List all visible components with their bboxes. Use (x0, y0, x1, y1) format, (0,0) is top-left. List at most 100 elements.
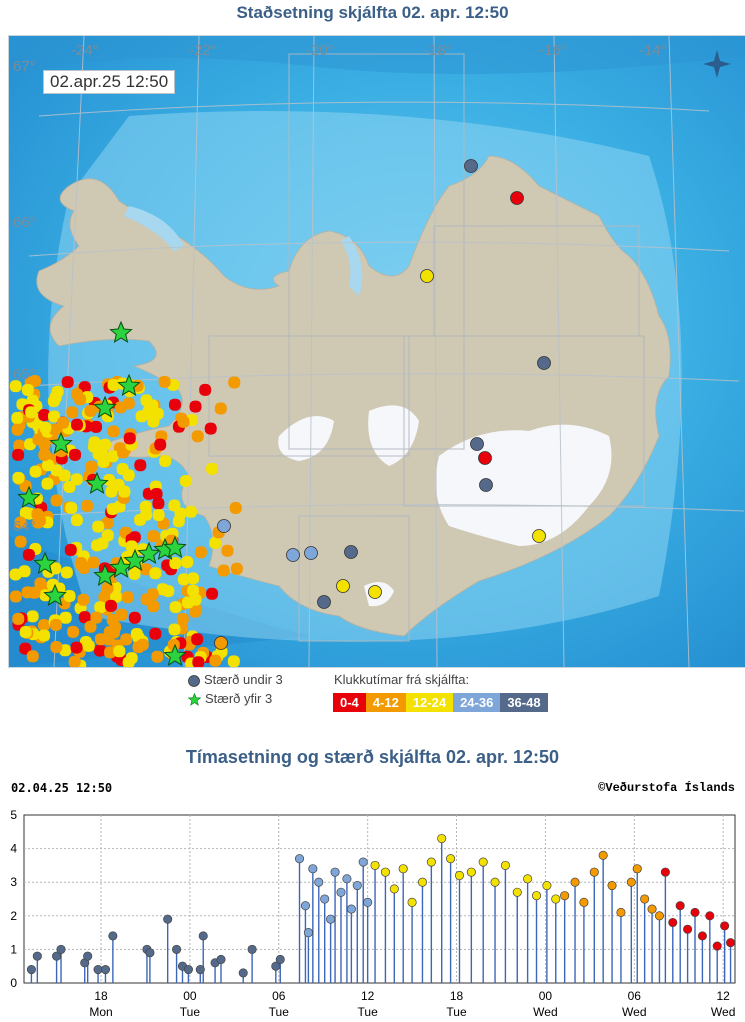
earthquake-marker[interactable] (104, 646, 117, 659)
earthquake-marker[interactable] (107, 425, 120, 438)
earthquake-marker[interactable] (187, 572, 200, 585)
earthquake-marker[interactable] (368, 585, 382, 599)
earthquake-marker[interactable] (154, 438, 167, 451)
earthquake-marker[interactable] (106, 503, 119, 516)
earthquake-marker[interactable] (92, 448, 105, 461)
earthquake-marker[interactable] (120, 633, 133, 646)
earthquake-marker[interactable] (107, 378, 120, 391)
earthquake-marker[interactable] (146, 399, 159, 412)
earthquake-marker[interactable] (125, 540, 138, 553)
earthquake-marker[interactable] (229, 502, 242, 515)
earthquake-marker[interactable] (38, 409, 51, 422)
earthquake-marker[interactable] (336, 579, 350, 593)
earthquake-marker[interactable] (29, 465, 42, 478)
earthquake-marker[interactable] (59, 611, 72, 624)
earthquake-marker[interactable] (82, 639, 95, 652)
earthquake-marker[interactable] (192, 656, 205, 667)
earthquake-star[interactable] (163, 535, 187, 558)
earthquake-marker[interactable] (134, 459, 147, 472)
earthquake-marker[interactable] (11, 423, 24, 436)
earthquake-star[interactable] (123, 548, 147, 571)
earthquake-marker[interactable] (537, 356, 551, 370)
earthquake-marker[interactable] (28, 586, 41, 599)
earthquake-marker[interactable] (217, 519, 231, 533)
earthquake-marker[interactable] (123, 432, 136, 445)
earthquake-map[interactable]: 67° 66° 65° 64° -24° -22° -20° -18° -16°… (8, 35, 745, 668)
earthquake-marker[interactable] (151, 650, 164, 663)
earthquake-marker[interactable] (217, 564, 230, 577)
earthquake-marker[interactable] (532, 529, 546, 543)
earthquake-star[interactable] (109, 320, 133, 343)
earthquake-marker[interactable] (26, 610, 39, 623)
earthquake-star[interactable] (43, 583, 67, 606)
earthquake-marker[interactable] (78, 381, 91, 394)
earthquake-marker[interactable] (65, 501, 78, 514)
earthquake-marker[interactable] (128, 567, 141, 580)
earthquake-marker[interactable] (214, 636, 228, 650)
earthquake-marker[interactable] (152, 509, 165, 522)
earthquake-marker[interactable] (92, 520, 105, 533)
earthquake-star[interactable] (163, 643, 187, 666)
earthquake-marker[interactable] (9, 380, 22, 393)
earthquake-marker[interactable] (149, 627, 162, 640)
earthquake-marker[interactable] (156, 583, 169, 596)
earthquake-marker[interactable] (344, 545, 358, 559)
earthquake-marker[interactable] (13, 439, 26, 452)
earthquake-marker[interactable] (49, 391, 62, 404)
earthquake-marker[interactable] (60, 566, 73, 579)
earthquake-marker[interactable] (12, 448, 25, 461)
earthquake-marker[interactable] (19, 626, 32, 639)
earthquake-marker[interactable] (26, 650, 39, 663)
earthquake-marker[interactable] (304, 546, 318, 560)
earthquake-marker[interactable] (11, 412, 24, 425)
earthquake-marker[interactable] (90, 611, 103, 624)
earthquake-marker[interactable] (121, 591, 134, 604)
earthquake-marker[interactable] (78, 611, 91, 624)
earthquake-marker[interactable] (199, 383, 212, 396)
earthquake-marker[interactable] (181, 556, 194, 569)
earthquake-marker[interactable] (317, 595, 331, 609)
earthquake-marker[interactable] (209, 654, 222, 667)
earthquake-marker[interactable] (67, 625, 80, 638)
earthquake-marker[interactable] (74, 393, 87, 406)
earthquake-marker[interactable] (152, 497, 165, 510)
earthquake-marker[interactable] (181, 596, 194, 609)
earthquake-marker[interactable] (510, 191, 524, 205)
earthquake-marker[interactable] (39, 421, 52, 434)
earthquake-marker[interactable] (158, 375, 171, 388)
earthquake-marker[interactable] (105, 485, 118, 498)
earthquake-star[interactable] (85, 471, 109, 494)
earthquake-marker[interactable] (128, 611, 141, 624)
earthquake-marker[interactable] (63, 590, 76, 603)
earthquake-star[interactable] (117, 373, 141, 396)
earthquake-marker[interactable] (191, 633, 204, 646)
earthquake-marker[interactable] (228, 376, 241, 389)
earthquake-marker[interactable] (9, 590, 22, 603)
earthquake-marker[interactable] (184, 505, 197, 518)
earthquake-marker[interactable] (177, 415, 190, 428)
earthquake-star[interactable] (137, 541, 161, 564)
earthquake-marker[interactable] (103, 474, 116, 487)
earthquake-marker[interactable] (33, 514, 46, 527)
earthquake-marker[interactable] (77, 593, 90, 606)
earthquake-marker[interactable] (98, 591, 111, 604)
earthquake-marker[interactable] (470, 437, 484, 451)
earthquake-marker[interactable] (70, 514, 83, 527)
earthquake-marker[interactable] (84, 620, 97, 633)
earthquake-marker[interactable] (214, 402, 227, 415)
earthquake-marker[interactable] (47, 410, 60, 423)
earthquake-marker[interactable] (227, 655, 240, 667)
earthquake-marker[interactable] (18, 565, 31, 578)
earthquake-marker[interactable] (169, 601, 182, 614)
earthquake-marker[interactable] (38, 619, 51, 632)
earthquake-marker[interactable] (139, 563, 152, 576)
earthquake-marker[interactable] (420, 269, 434, 283)
earthquake-marker[interactable] (70, 641, 83, 654)
earthquake-marker[interactable] (168, 398, 181, 411)
map-canvas[interactable] (9, 36, 745, 667)
earthquake-marker[interactable] (130, 627, 143, 640)
earthquake-marker[interactable] (191, 430, 204, 443)
earthquake-marker[interactable] (189, 400, 202, 413)
earthquake-marker[interactable] (77, 562, 90, 575)
earthquake-marker[interactable] (66, 406, 79, 419)
